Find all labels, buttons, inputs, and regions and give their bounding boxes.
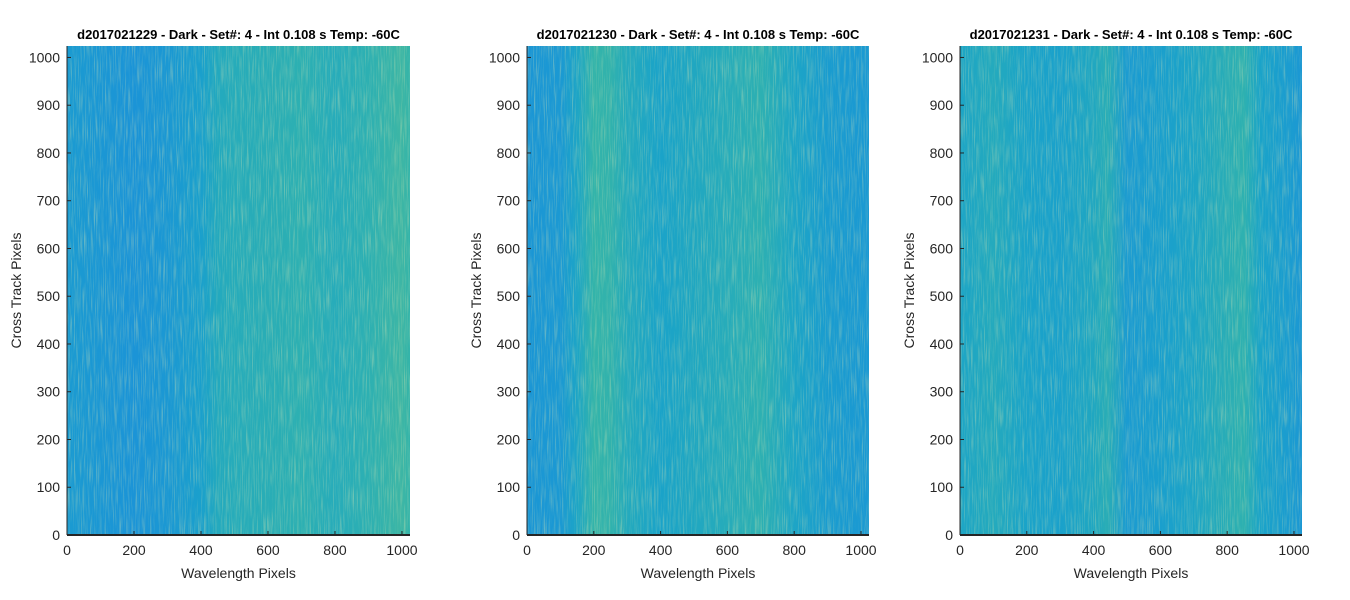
x-axis-label: Wavelength Pixels xyxy=(641,565,756,581)
y-tick-label: 1000 xyxy=(29,49,60,65)
y-tick-label: 0 xyxy=(945,527,953,543)
y-tick-label: 300 xyxy=(930,384,954,400)
x-tick-label: 400 xyxy=(189,542,213,558)
y-tick-label: 200 xyxy=(930,431,954,447)
y-tick-label: 100 xyxy=(497,479,521,495)
y-tick-label: 100 xyxy=(930,479,954,495)
x-tick-label: 200 xyxy=(582,542,606,558)
y-tick-label: 100 xyxy=(37,479,61,495)
y-tick-label: 0 xyxy=(52,527,60,543)
y-axis-ticks: 0 100 200 300 400 500 600 700 800 900 1000 xyxy=(29,49,71,543)
x-axis-label: Wavelength Pixels xyxy=(1074,565,1189,581)
x-tick-label: 600 xyxy=(1149,542,1173,558)
y-tick-label: 300 xyxy=(37,384,61,400)
x-tick-label: 400 xyxy=(1082,542,1106,558)
x-tick-label: 800 xyxy=(783,542,807,558)
y-tick-label: 700 xyxy=(930,193,954,209)
y-tick-label: 800 xyxy=(497,145,521,161)
y-tick-label: 1000 xyxy=(489,49,520,65)
y-tick-label: 600 xyxy=(497,240,521,256)
x-tick-label: 1000 xyxy=(386,542,417,558)
chart-title: d2017021231 - Dark - Set#: 4 - Int 0.108… xyxy=(970,27,1293,42)
y-tick-label: 0 xyxy=(512,527,520,543)
x-axis-ticks: 0 200 400 600 800 1000 xyxy=(956,531,1310,558)
x-axis-ticks: 0 200 400 600 800 1000 xyxy=(63,531,418,558)
x-tick-label: 400 xyxy=(649,542,673,558)
x-tick-label: 0 xyxy=(63,542,71,558)
y-tick-label: 500 xyxy=(497,288,521,304)
axes-frame xyxy=(66,46,410,536)
heatmap-shade xyxy=(67,46,410,535)
x-tick-label: 0 xyxy=(956,542,964,558)
y-axis-ticks: 0 100 200 300 400 500 600 700 800 900 1000 xyxy=(489,49,531,543)
heatmap-shade xyxy=(960,46,1302,535)
y-tick-label: 200 xyxy=(497,431,521,447)
heatmap-shade xyxy=(527,46,869,535)
x-axis-label: Wavelength Pixels xyxy=(181,565,296,581)
y-tick-label: 800 xyxy=(37,145,61,161)
y-axis-label: Cross Track Pixels xyxy=(901,233,917,349)
subplot-3: 0 200 400 600 800 1000 0 100 200 300 400 500 600 700… xyxy=(901,27,1310,581)
y-tick-label: 800 xyxy=(930,145,954,161)
x-tick-label: 200 xyxy=(122,542,146,558)
y-tick-label: 700 xyxy=(37,193,61,209)
y-tick-label: 500 xyxy=(930,288,954,304)
chart-title: d2017021230 - Dark - Set#: 4 - Int 0.108… xyxy=(537,27,860,42)
x-tick-label: 1000 xyxy=(1278,542,1309,558)
x-tick-label: 800 xyxy=(323,542,347,558)
y-tick-label: 400 xyxy=(930,336,954,352)
axes-frame xyxy=(526,46,869,536)
x-tick-label: 0 xyxy=(523,542,531,558)
y-tick-label: 900 xyxy=(497,97,521,113)
y-tick-label: 400 xyxy=(37,336,61,352)
subplot-2: 0 200 400 600 800 1000 0 100 200 300 400 500 600 700… xyxy=(468,27,877,581)
y-axis-ticks: 0 100 200 300 400 500 600 700 800 900 1000 xyxy=(922,49,964,543)
chart-title: d2017021229 - Dark - Set#: 4 - Int 0.108… xyxy=(77,27,400,42)
x-tick-label: 1000 xyxy=(845,542,876,558)
subplot-1: 0 200 400 600 800 1000 0 100 200 300 400 500 600 700… xyxy=(8,27,418,581)
x-tick-label: 600 xyxy=(716,542,740,558)
y-tick-label: 500 xyxy=(37,288,61,304)
y-tick-label: 200 xyxy=(37,431,61,447)
y-tick-label: 900 xyxy=(37,97,61,113)
y-tick-label: 400 xyxy=(497,336,521,352)
y-tick-label: 600 xyxy=(930,240,954,256)
axes-frame xyxy=(959,46,1302,536)
x-axis-ticks: 0 200 400 600 800 1000 xyxy=(523,531,877,558)
y-axis-label: Cross Track Pixels xyxy=(8,233,24,349)
x-tick-label: 200 xyxy=(1015,542,1039,558)
y-tick-label: 600 xyxy=(37,240,61,256)
x-tick-label: 800 xyxy=(1216,542,1240,558)
x-tick-label: 600 xyxy=(256,542,280,558)
y-tick-label: 700 xyxy=(497,193,521,209)
y-axis-label: Cross Track Pixels xyxy=(468,233,484,349)
y-tick-label: 900 xyxy=(930,97,954,113)
y-tick-label: 1000 xyxy=(922,49,953,65)
y-tick-label: 300 xyxy=(497,384,521,400)
